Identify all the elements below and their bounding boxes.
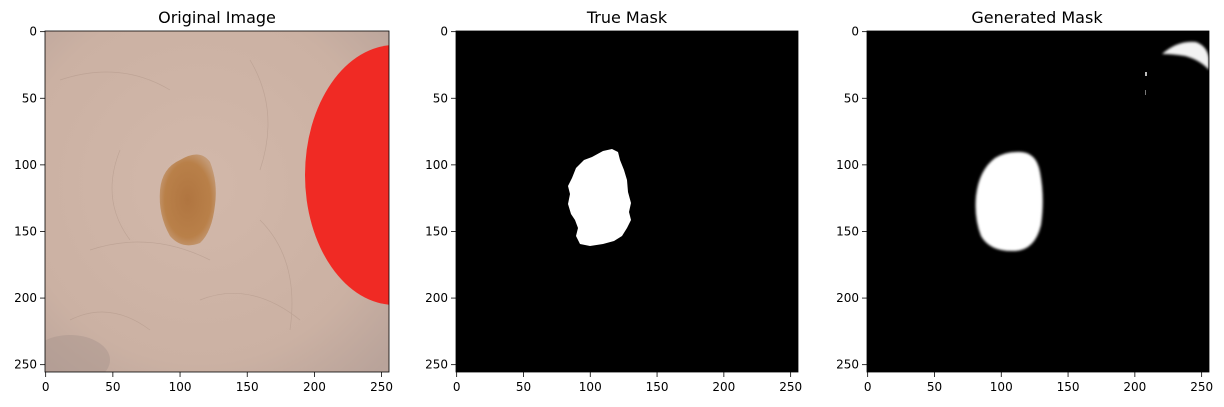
x-tick-label: 250 xyxy=(779,380,802,394)
y-tick-label: 150 xyxy=(836,224,859,238)
panel-true-mask: True Mask 0 50 100 150 200 250 0 50 100 150 200 25… xyxy=(425,8,802,394)
y-tick-label: 200 xyxy=(14,291,37,305)
true-mask-image xyxy=(456,31,798,372)
panel-title: True Mask xyxy=(586,8,668,27)
generated-mask-image xyxy=(867,31,1209,372)
original-photo xyxy=(45,31,389,372)
lesion-shape xyxy=(159,154,216,246)
x-tick-label: 250 xyxy=(1190,380,1213,394)
panel-title: Generated Mask xyxy=(971,8,1103,27)
x-tick-label: 50 xyxy=(105,380,120,394)
x-tick-label: 100 xyxy=(169,380,192,394)
y-tick-label: 200 xyxy=(836,291,859,305)
x-tick-label: 50 xyxy=(927,380,942,394)
y-tick-label: 0 xyxy=(851,25,859,39)
x-tick-label: 0 xyxy=(453,380,461,394)
generated-mask-artifact xyxy=(1162,41,1209,70)
panel-generated-mask: Generated Mask 0 50 100 150 200 250 0 50 100 150… xyxy=(836,8,1213,394)
y-tick-label: 200 xyxy=(425,291,448,305)
y-tick-label: 0 xyxy=(440,25,448,39)
red-marker xyxy=(305,45,389,305)
y-axis-ticks: 0 50 100 150 200 250 xyxy=(425,25,456,372)
x-tick-label: 200 xyxy=(1123,380,1146,394)
x-tick-label: 250 xyxy=(370,380,393,394)
panel-original-image: Original Image 0 50 100 150 200 250 0 50 100 150… xyxy=(14,8,393,394)
y-tick-label: 50 xyxy=(433,91,448,105)
y-tick-label: 250 xyxy=(425,358,448,372)
x-axis-ticks: 0 50 100 150 200 250 xyxy=(42,372,393,394)
y-tick-label: 50 xyxy=(22,91,37,105)
y-tick-label: 250 xyxy=(836,358,859,372)
x-tick-label: 100 xyxy=(579,380,602,394)
x-tick-label: 150 xyxy=(236,380,259,394)
x-tick-label: 150 xyxy=(646,380,669,394)
x-tick-label: 0 xyxy=(864,380,872,394)
y-tick-label: 50 xyxy=(844,91,859,105)
true-mask-blob xyxy=(568,149,631,246)
panel-title: Original Image xyxy=(158,8,276,27)
generated-mask-blob xyxy=(975,151,1043,252)
x-tick-label: 200 xyxy=(712,380,735,394)
x-tick-label: 50 xyxy=(516,380,531,394)
x-tick-label: 100 xyxy=(990,380,1013,394)
x-axis-ticks: 0 50 100 150 200 250 xyxy=(864,372,1213,394)
y-axis-ticks: 0 50 100 150 200 250 xyxy=(14,25,45,372)
y-axis-ticks: 0 50 100 150 200 250 xyxy=(836,25,867,372)
x-tick-label: 200 xyxy=(303,380,326,394)
y-tick-label: 100 xyxy=(14,158,37,172)
y-tick-label: 150 xyxy=(14,224,37,238)
y-tick-label: 0 xyxy=(29,25,37,39)
y-tick-label: 100 xyxy=(836,158,859,172)
y-tick-label: 150 xyxy=(425,224,448,238)
x-tick-label: 150 xyxy=(1057,380,1080,394)
x-axis-ticks: 0 50 100 150 200 250 xyxy=(453,372,802,394)
y-tick-label: 250 xyxy=(14,358,37,372)
x-tick-label: 0 xyxy=(42,380,50,394)
y-tick-label: 100 xyxy=(425,158,448,172)
